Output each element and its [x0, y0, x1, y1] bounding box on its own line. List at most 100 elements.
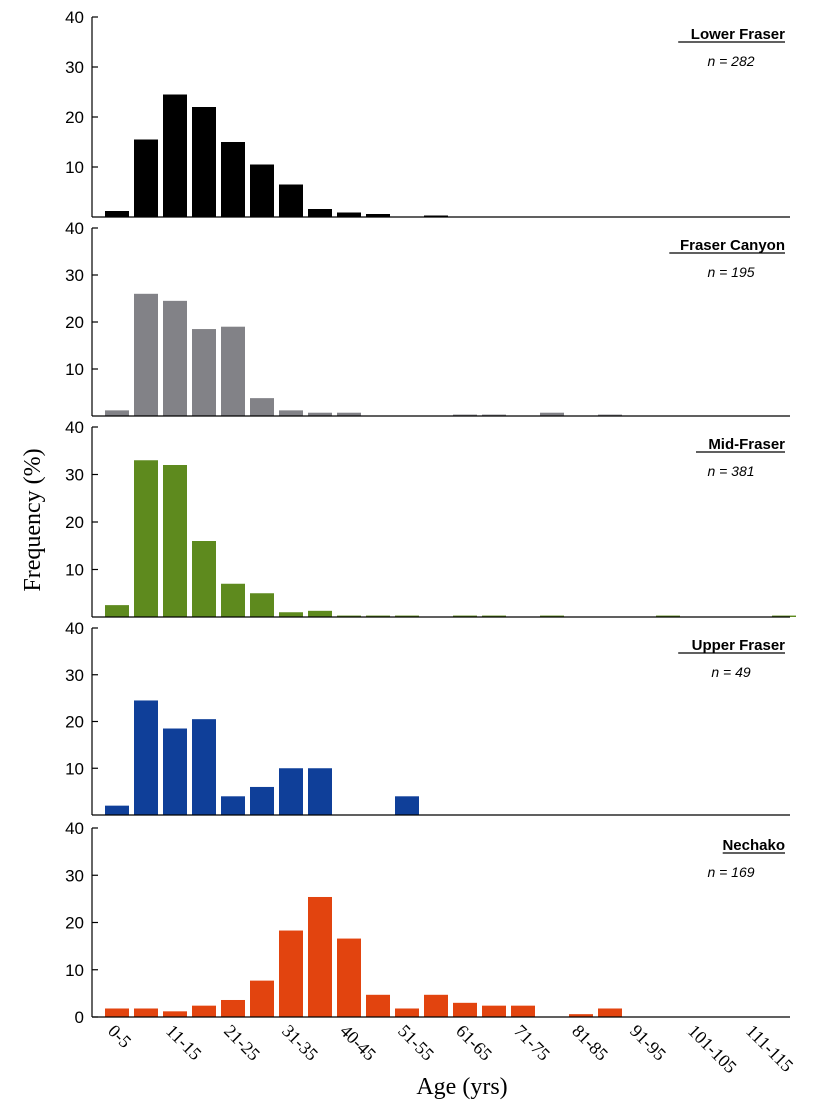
bar [453, 615, 477, 617]
bar [366, 994, 390, 1017]
y-tick-label: 40 [65, 8, 84, 27]
bar [105, 1008, 129, 1017]
y-tick-label: 30 [65, 266, 84, 285]
y-tick-label: 30 [65, 58, 84, 77]
x-tick-label: 111-115 [742, 1021, 797, 1076]
y-tick-label: 20 [65, 108, 84, 127]
bar [134, 293, 158, 416]
y-tick-label: 30 [65, 466, 84, 485]
bar [424, 215, 448, 217]
x-tick-label: 61-65 [452, 1021, 496, 1065]
panel-sample-size: n = 195 [707, 264, 754, 280]
bar [598, 414, 622, 416]
x-axis-title: Age (yrs) [416, 1074, 507, 1100]
y-tick-label: 20 [65, 513, 84, 532]
panel-title: Nechako [722, 837, 785, 854]
bar [279, 930, 303, 1017]
bar [772, 615, 796, 617]
x-tick-label: 51-55 [394, 1021, 438, 1065]
y-tick-label: 10 [65, 158, 84, 177]
y-tick-label: 40 [65, 619, 84, 638]
bar [424, 994, 448, 1017]
y-tick-label: 20 [65, 713, 84, 732]
bar [279, 768, 303, 815]
bar [337, 212, 361, 217]
bar [192, 719, 216, 815]
bar [308, 768, 332, 815]
bar [134, 700, 158, 815]
bar [105, 805, 129, 815]
bar [308, 209, 332, 217]
bar [453, 414, 477, 416]
bar [366, 214, 390, 217]
y-tick-label: 40 [65, 819, 84, 838]
x-tick-label: 31-35 [278, 1021, 322, 1065]
bar [308, 412, 332, 416]
panel-sample-size: n = 381 [707, 463, 754, 479]
bar [192, 107, 216, 217]
panel-sample-size: n = 49 [711, 664, 751, 680]
x-tick-label: 21-25 [220, 1021, 264, 1065]
bar [134, 1008, 158, 1017]
bar [221, 999, 245, 1017]
y-tick-label: 20 [65, 313, 84, 332]
bar [540, 615, 564, 617]
bar [395, 1008, 419, 1017]
x-tick-label: 81-85 [568, 1021, 612, 1065]
bar [163, 465, 187, 617]
panel-lower-fraser: 10 20 30 40 Lower Fraser n = 282 [65, 8, 790, 218]
bar [308, 610, 332, 617]
bar [134, 460, 158, 617]
bar [163, 94, 187, 217]
panel-sample-size: n = 169 [707, 864, 754, 880]
bar [192, 1005, 216, 1017]
panel-nechako: 0 10 20 30 40 Nechako n = 169 [65, 819, 790, 1027]
panel-upper-fraser: 10 20 30 40 Upper Fraser n = 49 [65, 619, 790, 816]
bar [598, 1008, 622, 1017]
panel-fraser-canyon: 10 20 30 40 Fraser Canyon n = 195 [65, 219, 790, 417]
bar [337, 615, 361, 617]
x-tick-label: 71-75 [510, 1021, 554, 1065]
y-tick-label: 10 [65, 360, 84, 379]
bar [482, 414, 506, 416]
x-axis-tick-labels: 0-5 11-15 21-25 31-35 40-45 51-55 61-65 71-75 81… [104, 1021, 797, 1078]
bar [163, 728, 187, 815]
y-tick-label: 10 [65, 561, 84, 580]
bar [366, 615, 390, 617]
bar [453, 1002, 477, 1017]
bar [250, 164, 274, 217]
bar [569, 1014, 593, 1017]
x-tick-label: 11-15 [162, 1021, 205, 1064]
bar [221, 142, 245, 217]
y-tick-label: 10 [65, 961, 84, 980]
bar [250, 980, 274, 1017]
bar [482, 1005, 506, 1017]
panel-title: Upper Fraser [692, 637, 786, 654]
bar [221, 796, 245, 815]
bar [279, 184, 303, 217]
bar [163, 1011, 187, 1017]
x-tick-label: 91-95 [626, 1021, 670, 1065]
y-axis-title: Frequency (%) [20, 448, 46, 591]
chart-panels: 10 20 30 40 Lower Fraser n = 282 10 20 30 40 Frase… [65, 8, 796, 1027]
bar [656, 615, 680, 617]
bar [279, 612, 303, 617]
bar [540, 412, 564, 416]
bar [163, 300, 187, 416]
bar [395, 796, 419, 815]
panel-title: Lower Fraser [691, 26, 785, 43]
bar [221, 326, 245, 416]
panel-mid-fraser: 10 20 30 40 Mid-Fraser n = 381 [65, 418, 796, 618]
bar [511, 1005, 535, 1017]
bar [221, 583, 245, 617]
y-tick-label: 40 [65, 219, 84, 238]
bar [250, 398, 274, 416]
x-tick-label: 0-5 [104, 1021, 135, 1052]
x-tick-label: 40-45 [336, 1021, 380, 1065]
bar [395, 615, 419, 617]
y-tick-label: 40 [65, 418, 84, 437]
bar [134, 139, 158, 217]
bar [279, 410, 303, 416]
bar [250, 786, 274, 815]
